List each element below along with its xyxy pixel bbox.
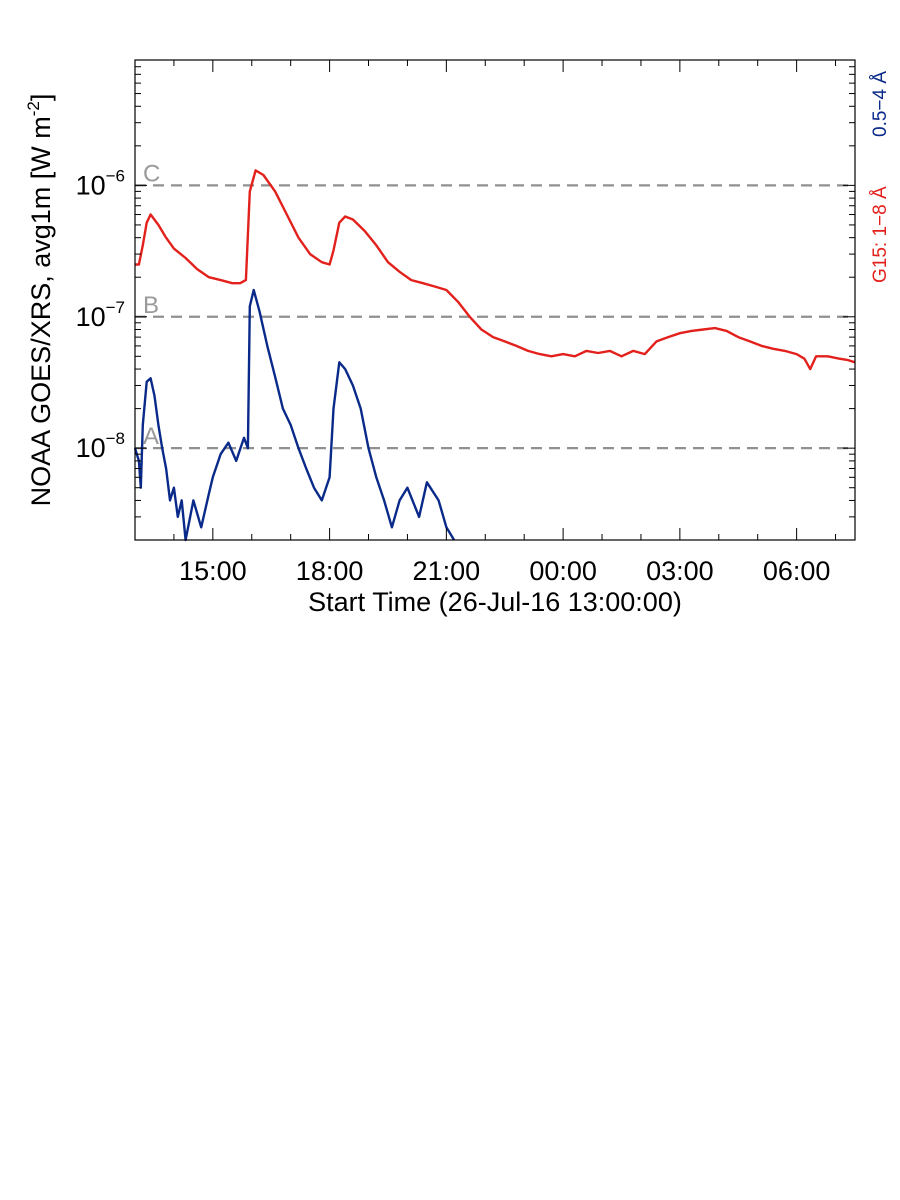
flare-class-lines <box>135 184 855 450</box>
series-line-0 <box>135 169 856 371</box>
flare-class-labels: C B A <box>143 160 160 450</box>
x-tick-label: 06:00 <box>763 556 831 586</box>
class-label-B: B <box>143 292 159 319</box>
y-tick-base: 10 <box>76 302 106 332</box>
series-line-1 <box>133 288 456 542</box>
y-axis-label-exponent: -2 <box>24 101 43 116</box>
y-tick-label: 10−8 <box>76 429 125 463</box>
y-tick-base: 10 <box>76 170 106 200</box>
x-tick-label: 18:00 <box>296 556 364 586</box>
x-tick-label: 00:00 <box>529 556 597 586</box>
y-tick-label: 10−7 <box>76 298 125 332</box>
y-axis-label: NOAA GOES/XRS, avg1m [W m-2] <box>24 94 56 507</box>
legend-short-channel: 0.5−4 Å <box>870 71 891 137</box>
x-tick-label: 21:00 <box>413 556 481 586</box>
x-tick-label: 15:00 <box>179 556 247 586</box>
y-tick-labels: 10−610−710−8 <box>76 166 125 463</box>
y-tick-label: 10−6 <box>76 166 125 200</box>
y-tick-exponent: −8 <box>106 429 125 448</box>
legend-long-channel: G15: 1−8 Å <box>870 186 891 283</box>
plot-frame <box>134 59 856 541</box>
class-label-C: C <box>143 160 160 187</box>
y-axis-label-close: ] <box>26 94 56 102</box>
x-tick-labels: 15:00 18:00 21:00 00:00 03:00 06:00 <box>179 556 830 586</box>
axis-ticks <box>134 59 855 541</box>
class-label-A: A <box>143 423 159 450</box>
y-axis-label-main: NOAA GOES/XRS, avg1m [W m <box>26 116 56 506</box>
y-tick-base: 10 <box>76 433 106 463</box>
series-lines <box>133 169 856 542</box>
x-axis-label: Start Time (26-Jul-16 13:00:00) <box>308 587 682 617</box>
y-tick-exponent: −7 <box>106 298 125 317</box>
y-tick-exponent: −6 <box>106 166 125 185</box>
x-tick-label: 03:00 <box>646 556 714 586</box>
